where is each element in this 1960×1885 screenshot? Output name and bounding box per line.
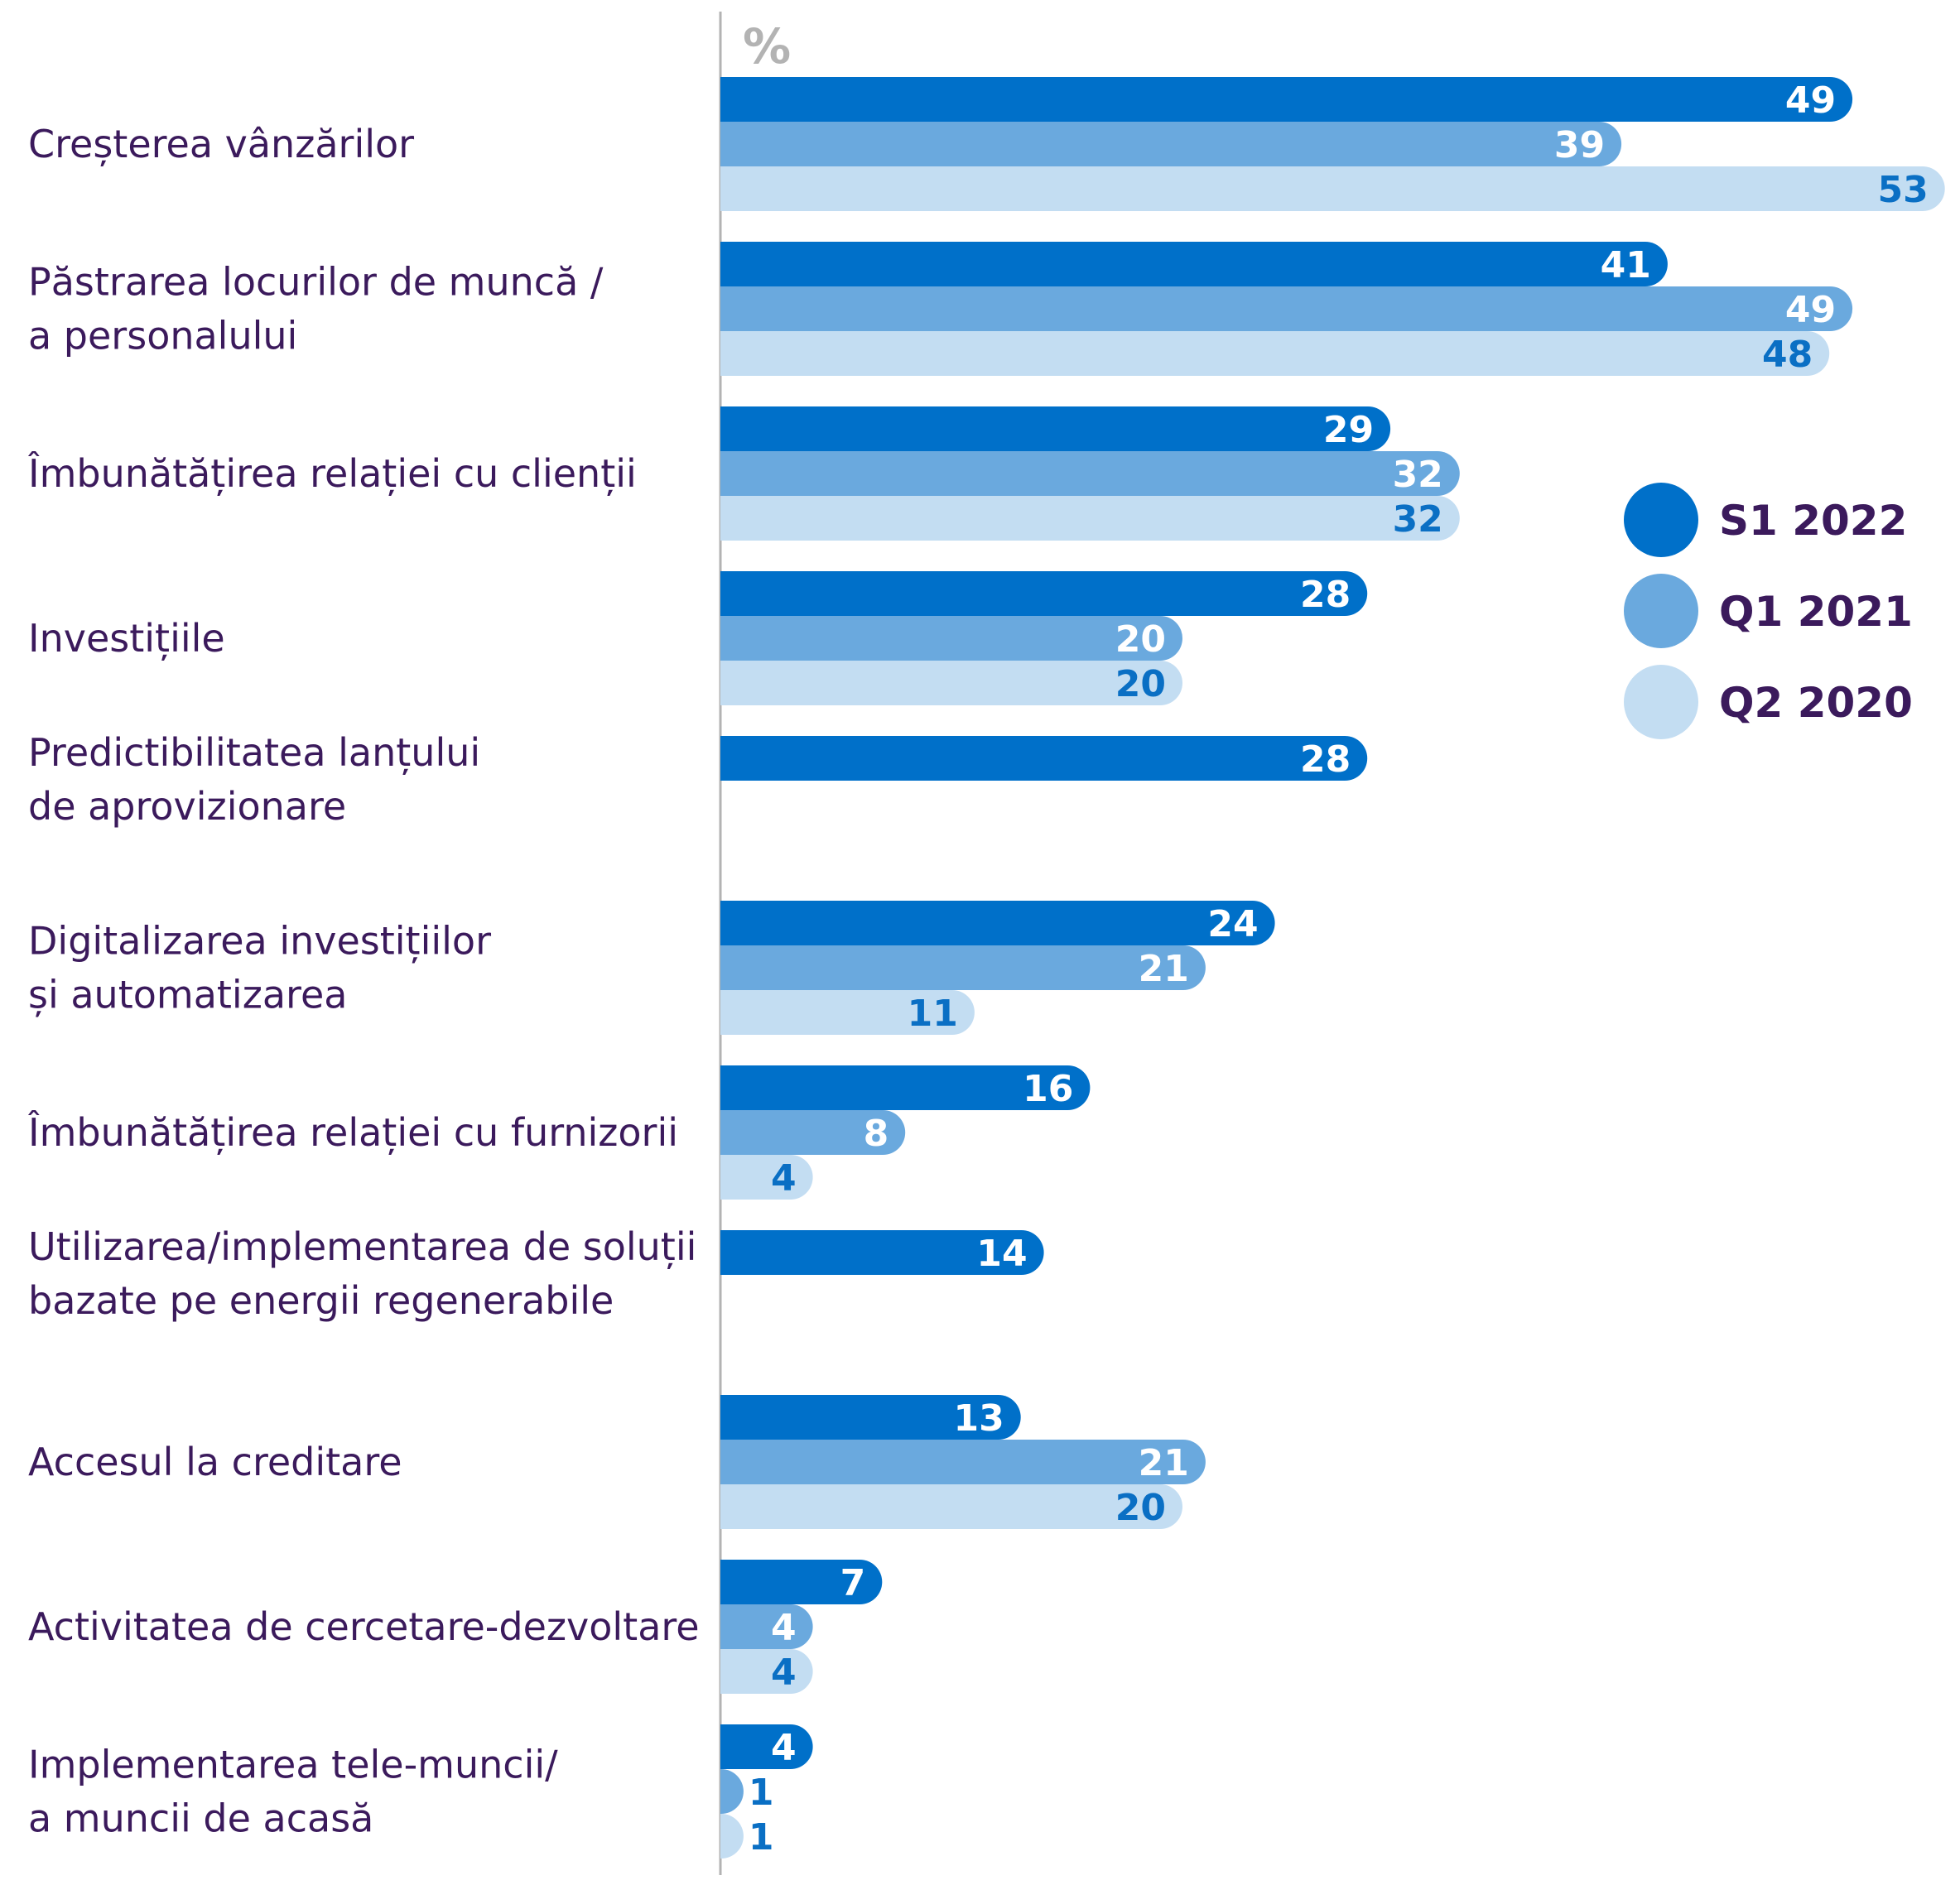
category-label: Utilizarea/implementarea de soluții bazat… <box>28 1224 696 1323</box>
bar-value-label: 49 <box>1785 289 1836 331</box>
legend-swatch <box>1624 665 1698 739</box>
bar-value-label: 16 <box>1023 1068 1073 1110</box>
bar-value-label: 41 <box>1601 244 1651 286</box>
category-label-line: Păstrarea locurilor de muncă / <box>28 260 604 305</box>
category-label-line: bazate pe energii regenerabile <box>28 1278 614 1323</box>
bar <box>720 990 975 1035</box>
bar-value-label: 28 <box>1300 574 1351 616</box>
category-label: Implementarea tele-muncii/a muncii de ac… <box>28 1743 558 1841</box>
bar-value-label: 1 <box>749 1816 774 1859</box>
category-label: Digitalizarea investițiilor și automatiza… <box>28 919 491 1017</box>
bar <box>720 661 1182 705</box>
bar <box>720 1110 906 1155</box>
bar <box>720 1155 813 1200</box>
bar-value-label: 49 <box>1785 79 1836 122</box>
category-label-line: Creșterea vânzărilor <box>28 122 414 166</box>
bar-value-label: 32 <box>1393 454 1443 496</box>
bar <box>720 901 1275 945</box>
bar-value-label: 8 <box>864 1113 889 1155</box>
bar-value-label: 4 <box>771 1157 797 1200</box>
category-label-line: Digitalizarea investițiilor <box>28 919 491 964</box>
bar-value-label: 13 <box>953 1397 1004 1440</box>
bar <box>720 77 1853 122</box>
bar <box>720 496 1460 541</box>
bar-value-label: 39 <box>1554 124 1605 166</box>
legend-swatch <box>1624 483 1698 557</box>
bar-value-label: 24 <box>1207 903 1258 945</box>
bar <box>720 122 1622 166</box>
category-label: Creșterea vânzărilor <box>28 122 414 166</box>
bar-value-label: 20 <box>1115 1487 1166 1529</box>
bar <box>720 1604 813 1649</box>
bar <box>720 242 1668 286</box>
bar <box>720 1560 883 1604</box>
bar-value-label: 32 <box>1393 498 1443 541</box>
category-label-line: Activitatea de cercetare-dezvoltare <box>28 1604 700 1649</box>
bar <box>720 616 1182 661</box>
bar-value-label: 20 <box>1115 618 1166 661</box>
bar-value-label: 11 <box>908 993 958 1035</box>
category-label-line: Utilizarea/implementarea de soluții <box>28 1224 696 1270</box>
category-label: Accesul la creditare <box>28 1440 402 1484</box>
bar-value-label: 21 <box>1139 1442 1189 1484</box>
category-label-line: Îmbunătățirea relației cu furnizorii <box>27 1110 678 1156</box>
category-label: Păstrarea locurilor de muncă / a personal… <box>28 260 604 358</box>
bar-value-label: 7 <box>840 1562 866 1604</box>
bar-value-label: 4 <box>771 1727 797 1769</box>
legend-swatch <box>1624 574 1698 648</box>
bar <box>720 571 1368 616</box>
legend-label: S1 2022 <box>1719 497 1907 545</box>
legend: S1 2022 Q1 2021 Q2 2020 <box>1624 483 1913 739</box>
bar-value-label: 21 <box>1139 948 1189 990</box>
category-label-line: Accesul la creditare <box>28 1440 402 1484</box>
bar <box>720 1065 1091 1110</box>
category-label: Îmbunătățirea relației cu furnizorii <box>27 1110 678 1156</box>
category-label-line: a personalului <box>28 314 297 358</box>
bar <box>720 331 1830 376</box>
bar-value-label: 28 <box>1300 738 1351 781</box>
bar <box>720 736 1368 781</box>
bar <box>720 1724 813 1769</box>
bar-value-label: 53 <box>1877 169 1928 211</box>
category-label-line: Îmbunătățirea relației cu clienții <box>27 451 637 497</box>
category-label-line: de aprovizionare <box>28 784 346 829</box>
bar <box>720 1395 1021 1440</box>
bar <box>720 286 1853 331</box>
category-label-line: a muncii de acasă <box>28 1796 373 1841</box>
bar <box>720 1814 744 1859</box>
category-label-line: Implementarea tele-muncii/ <box>28 1743 558 1787</box>
category-labels: Creșterea vânzărilor Păstrarea locurilor … <box>27 122 700 1841</box>
bar <box>720 1769 744 1814</box>
category-label-line: și automatizarea <box>28 973 347 1017</box>
bar-value-label: 4 <box>771 1652 797 1694</box>
bar-value-label: 4 <box>771 1607 797 1649</box>
bar-value-label: 1 <box>749 1772 774 1814</box>
bar <box>720 1440 1206 1484</box>
category-label-line: Investițiile <box>28 616 225 661</box>
bar <box>720 1484 1182 1529</box>
unit-label: % <box>743 18 791 75</box>
category-label: Îmbunătățirea relației cu clienții <box>27 451 637 497</box>
bar <box>720 406 1391 451</box>
bar-value-label: 48 <box>1762 334 1813 376</box>
bar <box>720 451 1460 496</box>
bar <box>720 166 1945 211</box>
bar-value-label: 29 <box>1323 409 1374 451</box>
category-label: Activitatea de cercetare-dezvoltare <box>28 1604 700 1649</box>
bar <box>720 1230 1044 1275</box>
category-label-line: Predictibilitatea lanțului <box>28 730 480 776</box>
bar <box>720 1649 813 1694</box>
bar-value-label: 20 <box>1115 663 1166 705</box>
bars-group: 4939534149482932322820202824211116841413… <box>720 77 1945 1859</box>
category-label: Predictibilitatea lanțului de aproviziona… <box>28 730 480 829</box>
legend-label: Q1 2021 <box>1719 588 1913 636</box>
bar-value-label: 14 <box>976 1233 1027 1275</box>
category-label: Investițiile <box>28 616 225 661</box>
bar <box>720 945 1206 990</box>
legend-label: Q2 2020 <box>1719 679 1913 727</box>
